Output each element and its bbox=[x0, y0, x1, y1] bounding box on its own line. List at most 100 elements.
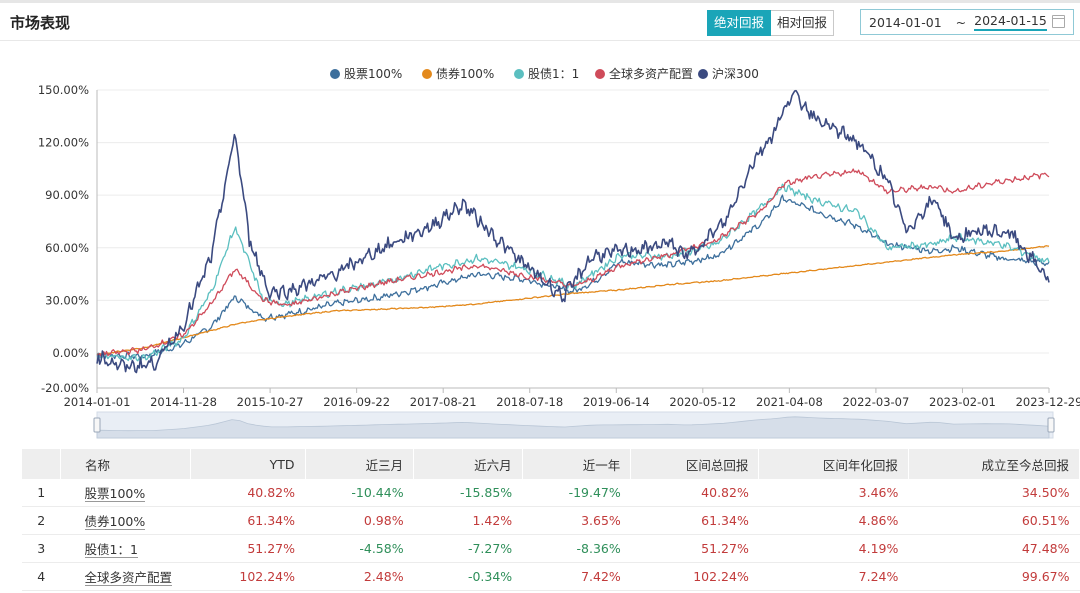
y-tick-label: -20.00% bbox=[41, 381, 89, 395]
slider-preview bbox=[96, 416, 1050, 439]
y-tick-label: 30.00% bbox=[45, 293, 89, 307]
return-value: 7.24% bbox=[758, 562, 909, 591]
x-tick-label: 2019-06-14 bbox=[583, 395, 650, 409]
x-tick-label: 2021-04-08 bbox=[756, 395, 823, 409]
y-tick-label: 60.00% bbox=[45, 241, 89, 255]
column-header: YTD bbox=[190, 449, 306, 479]
return-value: 7.42% bbox=[522, 562, 631, 591]
column-header: 区间总回报 bbox=[630, 449, 760, 479]
x-tick-label: 2014-01-01 bbox=[64, 395, 131, 409]
return-value: 1.42% bbox=[413, 506, 523, 535]
performance-chart: 股票100% 债券100% 股债1：1 全球多资产配置 沪深300 -20.00% 0.00… bbox=[38, 66, 1080, 439]
return-value: 4.19% bbox=[758, 534, 909, 563]
range-slider[interactable] bbox=[93, 411, 1055, 439]
portfolio-name: 债券100% bbox=[60, 506, 191, 535]
return-value: -15.85% bbox=[413, 479, 523, 507]
x-tick-label: 2020-05-12 bbox=[669, 395, 736, 409]
return-value: 61.34% bbox=[190, 506, 305, 535]
return-value: -19.47% bbox=[522, 479, 631, 507]
x-tick-label: 2016-09-22 bbox=[323, 395, 390, 409]
column-header: 名称 bbox=[60, 449, 191, 479]
date-start[interactable]: 2014-01-01 bbox=[869, 14, 942, 30]
table-row: 3 股债1：1 51.27% -4.58% -7.27% -8.36% 51.27% 4.19… bbox=[22, 534, 1080, 563]
x-tick-label: 2017-08-21 bbox=[410, 395, 477, 409]
return-value: -10.44% bbox=[305, 479, 414, 507]
return-value: 2.48% bbox=[305, 562, 414, 591]
x-tick-label: 2015-10-27 bbox=[237, 395, 304, 409]
return-value: 99.67% bbox=[908, 562, 1080, 591]
return-value: 60.51% bbox=[908, 506, 1080, 535]
legend-item[interactable]: 债券100% bbox=[422, 66, 494, 81]
portfolio-name: 股债1：1 bbox=[60, 534, 191, 563]
legend-marker bbox=[595, 69, 605, 79]
legend-label: 沪深300 bbox=[712, 67, 759, 81]
date-end[interactable]: 2024-01-15 bbox=[974, 13, 1047, 31]
portfolio-name-link[interactable]: 全球多资产配置 bbox=[84, 570, 173, 586]
slider-handle[interactable] bbox=[1047, 417, 1055, 433]
legend-marker bbox=[330, 69, 340, 79]
x-tick-label: 2018-07-18 bbox=[496, 395, 563, 409]
legend-item[interactable]: 全球多资产配置 bbox=[595, 66, 693, 81]
table-row: 4 全球多资产配置 102.24% 2.48% -0.34% 7.42% 102.24% 7.… bbox=[22, 562, 1080, 591]
table-row: 2 债券100% 61.34% 0.98% 1.42% 3.65% 61.34% 4.86% 6… bbox=[22, 506, 1080, 535]
series-line bbox=[96, 245, 1050, 356]
legend-marker bbox=[698, 69, 708, 79]
return-value: 3.46% bbox=[758, 479, 909, 507]
return-value: -7.27% bbox=[413, 534, 523, 563]
series-line bbox=[96, 168, 1050, 357]
legend-item[interactable]: 股债1：1 bbox=[514, 67, 579, 81]
return-value: 61.34% bbox=[630, 506, 759, 535]
top-border bbox=[0, 0, 1080, 3]
legend-item[interactable]: 沪深300 bbox=[698, 67, 759, 81]
return-value: 0.98% bbox=[305, 506, 414, 535]
return-value: 34.50% bbox=[908, 479, 1080, 507]
row-index: 4 bbox=[22, 562, 61, 591]
return-value: 3.65% bbox=[522, 506, 631, 535]
series-line bbox=[96, 89, 1050, 374]
legend-marker bbox=[422, 69, 432, 79]
column-header: 近三月 bbox=[305, 449, 415, 479]
x-tick-label: 2022-03-07 bbox=[842, 395, 909, 409]
portfolio-name: 全球多资产配置 bbox=[60, 562, 191, 591]
x-tick-label: 2014-11-28 bbox=[150, 395, 217, 409]
return-value: 40.82% bbox=[190, 479, 305, 507]
return-value: -0.34% bbox=[413, 562, 523, 591]
date-range-picker[interactable]: 2014-01-01 ~ 2024-01-15 bbox=[860, 9, 1074, 35]
column-header: 近一年 bbox=[522, 449, 632, 479]
column-header: 成立至今总回报 bbox=[908, 449, 1080, 479]
legend-item[interactable]: 股票100% bbox=[330, 67, 402, 81]
return-value: 51.27% bbox=[190, 534, 305, 563]
x-tick-label: 2023-02-01 bbox=[929, 395, 996, 409]
portfolio-name-link[interactable]: 债券100% bbox=[84, 514, 146, 530]
legend-label: 全球多资产配置 bbox=[609, 66, 693, 81]
column-header: 近六月 bbox=[413, 449, 523, 479]
table-row: 1 股票100% 40.82% -10.44% -15.85% -19.47% 40.82%… bbox=[22, 479, 1080, 507]
column-header: 区间年化回报 bbox=[758, 449, 909, 479]
return-value: -4.58% bbox=[305, 534, 414, 563]
y-tick-label: 90.00% bbox=[45, 188, 89, 202]
performance-table: 名称 YTD 近三月 近六月 近一年 区间总回报 区间年化回报 成立至今总回报 … bbox=[22, 449, 1080, 591]
return-value: 40.82% bbox=[630, 479, 759, 507]
mode-toggle: 绝对回报 相对回报 bbox=[707, 10, 835, 36]
slider-handle[interactable] bbox=[93, 417, 101, 433]
date-separator: ~ bbox=[955, 14, 967, 30]
calendar-icon[interactable] bbox=[1052, 15, 1065, 28]
portfolio-name: 股票100% bbox=[60, 479, 191, 507]
header-divider bbox=[0, 40, 1080, 41]
y-tick-label: 150.00% bbox=[38, 83, 89, 97]
return-value: 102.24% bbox=[630, 562, 759, 591]
portfolio-name-link[interactable]: 股票100% bbox=[84, 486, 146, 502]
return-value: -8.36% bbox=[522, 534, 631, 563]
legend-label: 债券100% bbox=[436, 66, 494, 81]
row-index: 3 bbox=[22, 534, 61, 563]
absolute-return-button[interactable]: 绝对回报 bbox=[707, 10, 772, 36]
legend-marker bbox=[514, 69, 524, 79]
row-index: 2 bbox=[22, 506, 61, 535]
return-value: 4.86% bbox=[758, 506, 909, 535]
row-index: 1 bbox=[22, 479, 61, 507]
y-tick-label: 0.00% bbox=[52, 346, 89, 360]
index-header bbox=[22, 449, 61, 479]
relative-return-button[interactable]: 相对回报 bbox=[771, 10, 835, 36]
portfolio-name-link[interactable]: 股债1：1 bbox=[84, 542, 138, 558]
series-line bbox=[96, 183, 1050, 363]
